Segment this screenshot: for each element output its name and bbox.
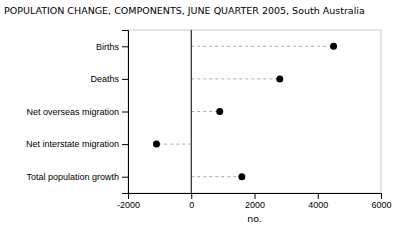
x-tick-label: 6000 [371, 200, 391, 210]
zero-line [191, 30, 192, 193]
stem [191, 78, 280, 79]
x-tick: 4000 [308, 193, 328, 210]
x-tick-mark [255, 193, 256, 199]
title: POPULATION CHANGE, COMPONENTS, JUNE QUAR… [4, 5, 365, 16]
dot [153, 141, 160, 148]
chart: POPULATION CHANGE, COMPONENTS, JUNE QUAR… [0, 0, 397, 227]
plot: -2000 0 2000 4000 6000 Births Deaths Net overse… [26, 30, 392, 210]
x-axis: -2000 0 2000 4000 6000 [117, 193, 392, 210]
y-tick-mark [122, 79, 128, 80]
x-tick-mark [191, 193, 192, 199]
x-tick: 2000 [245, 193, 265, 210]
y-tick: Net overseas migration [26, 107, 128, 117]
frame [128, 30, 381, 193]
y-tick-mark [122, 112, 128, 113]
x-tick-mark [381, 193, 382, 199]
y-tick: Births [96, 42, 128, 52]
y-tick-label: Net overseas migration [26, 107, 119, 117]
stem [191, 46, 333, 47]
y-tick-label: Total population growth [26, 172, 119, 182]
dot [238, 173, 245, 180]
y-tick-mark [122, 177, 128, 178]
y-tick-mark [122, 46, 128, 47]
dot [330, 43, 337, 50]
stem [156, 144, 191, 145]
stem [191, 176, 242, 177]
x-tick: 6000 [371, 193, 391, 210]
x-axis-label: no. [247, 213, 262, 224]
x-tick-label: -2000 [117, 200, 140, 210]
y-tick: Deaths [90, 74, 128, 84]
x-tick-mark [318, 193, 319, 199]
y-tick-label: Deaths [90, 74, 119, 84]
dot [276, 75, 283, 82]
y-axis: Births Deaths Net overseas migration Net in… [26, 31, 129, 194]
x-tick-label: 4000 [308, 200, 328, 210]
y-tick-label: Net interstate migration [26, 139, 119, 149]
x-axis-line [129, 194, 382, 200]
y-tick: Total population growth [26, 172, 128, 182]
y-tick: Net interstate migration [26, 139, 128, 149]
dot [216, 108, 223, 115]
x-tick: -2000 [117, 193, 140, 210]
x-tick: 0 [189, 193, 194, 210]
y-tick-label: Births [96, 42, 120, 52]
x-tick-label: 0 [189, 200, 194, 210]
marks [153, 30, 337, 193]
stem [191, 111, 219, 112]
y-tick-mark [122, 144, 128, 145]
y-axis-line [122, 31, 129, 194]
x-tick-label: 2000 [245, 200, 265, 210]
